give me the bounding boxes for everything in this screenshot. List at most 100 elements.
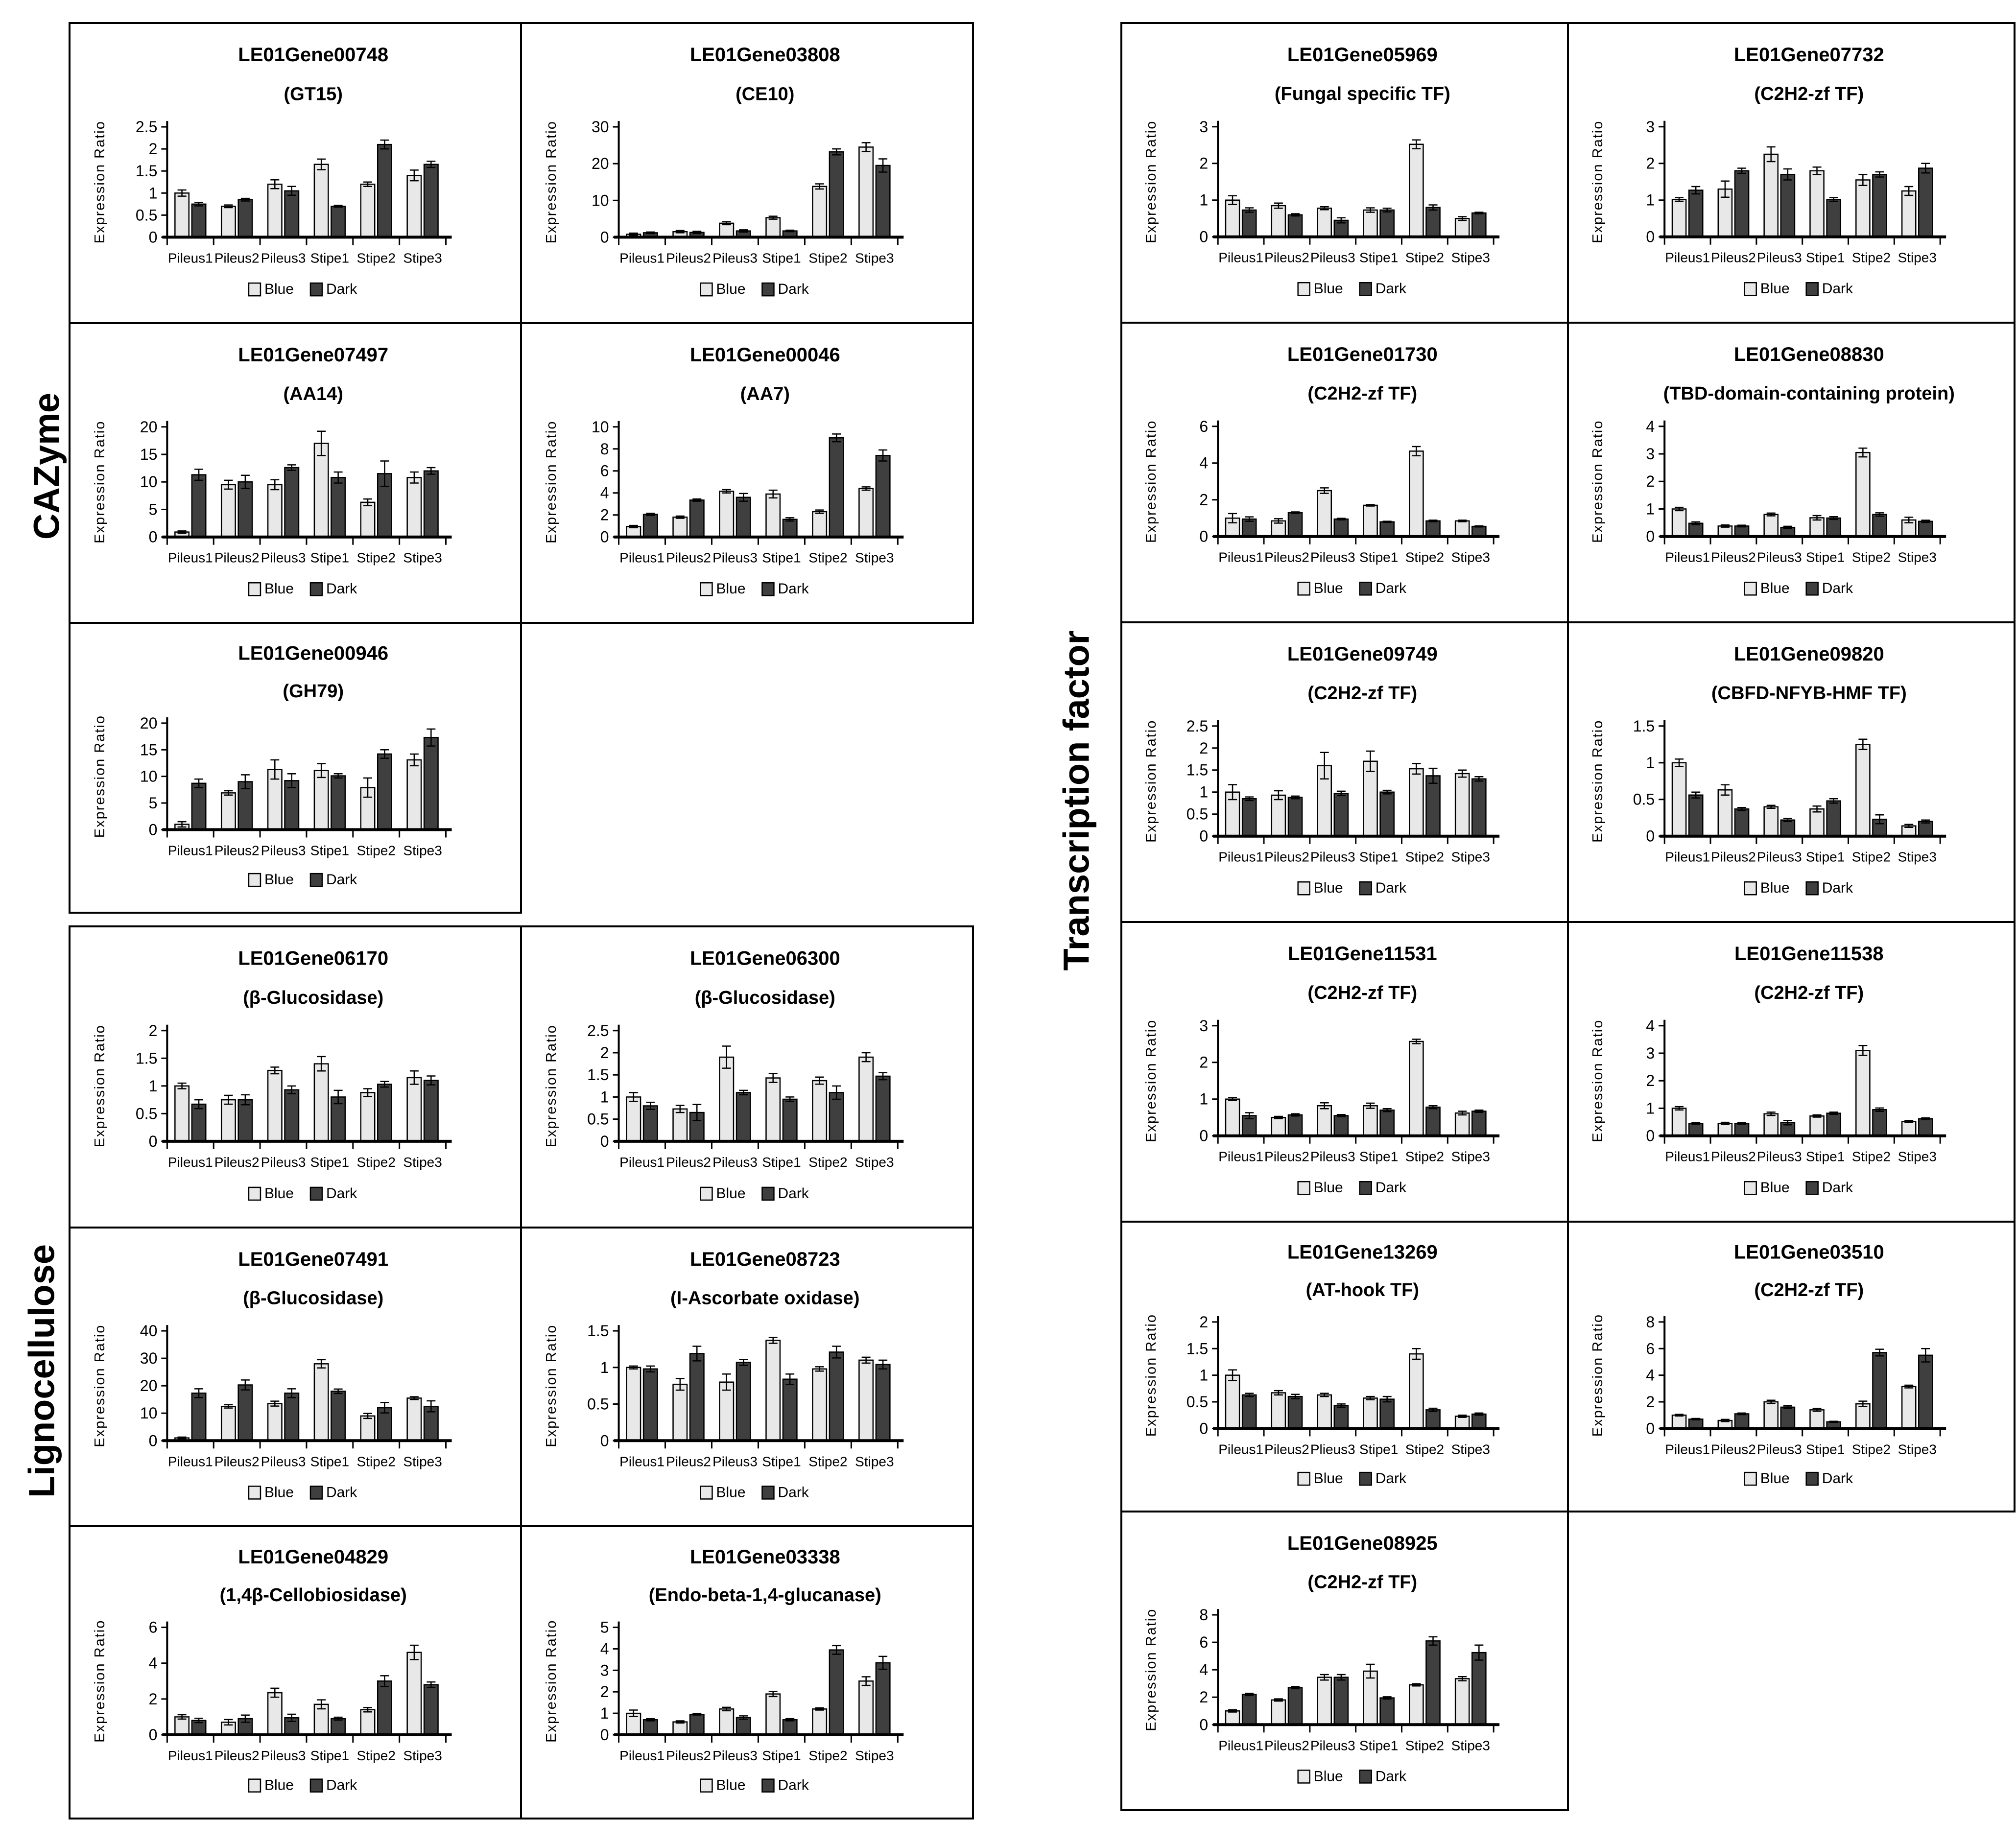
legend-blue-swatch [248,1186,261,1201]
x-tick-label: Stipe2 [357,1748,396,1763]
y-tick-label: 0 [1199,528,1208,545]
chart-title: LE01Gene11538 [1734,943,1884,965]
bar-dark-Stipe3 [875,1075,891,1142]
chart-LE01Gene07491: LE01Gene07491 (β-Glucosidase) Expression R… [92,1249,452,1500]
legend-blue-label: Blue [264,581,294,597]
x-tick-label: Pileus2 [1264,1149,1309,1164]
chart-subtitle: (β-Glucosidase) [695,988,835,1008]
x-tick-label: Stipe1 [1806,250,1845,265]
bar-blue-Stipe1 [765,1340,781,1441]
x-tick-label: Pileus3 [1310,850,1355,865]
bar-blue-Stipe1 [1363,1670,1378,1725]
chart-cell-LE01Gene07497: LE01Gene07497 (AA14) Expression Ratio 0 5 10 1… [69,322,522,624]
bar-dark-Pileus1 [191,203,207,238]
y-tick-label: 0 [149,1432,158,1449]
bar-blue-Stipe3 [1901,1121,1917,1136]
x-tick-label: Stipe3 [855,550,894,566]
x-tick-label: Stipe2 [1852,1149,1891,1164]
legend-blue-label: Blue [1314,580,1343,596]
y-tick-label: 0 [149,228,158,246]
bar-blue-Pileus1 [1225,1374,1240,1429]
bar-dark-Stipe3 [875,1662,891,1736]
x-tick-label: Pileus2 [1711,1441,1756,1457]
bar-dark-Stipe1 [1379,1697,1395,1725]
bar-blue-Pileus2 [220,1405,236,1441]
y-axis-label: Expression Ratio [1590,1314,1606,1437]
y-tick-label: 40 [140,1322,158,1340]
bar-dark-Stipe1 [331,476,346,538]
x-tick-label: Pileus2 [214,1155,260,1170]
bar-blue-Stipe3 [406,476,422,538]
bar-blue-Stipe2 [1409,1040,1424,1136]
x-tick-label: Stipe2 [1405,550,1444,565]
bar-blue-Stipe1 [765,493,781,538]
x-tick-label: Stipe1 [1359,1441,1398,1457]
x-tick-label: Pileus1 [168,1155,213,1170]
bar-blue-Pileus2 [1271,205,1286,237]
bar-blue-Stipe2 [360,1092,376,1142]
legend-dark-label: Dark [326,1777,357,1794]
chart-subtitle: (C2H2-zf TF) [1754,983,1864,1003]
y-axis-label: Expression Ratio [92,120,108,243]
y-axis-label: Expression Ratio [1590,120,1606,243]
y-tick-label: 10 [592,191,609,209]
legend-blue-swatch [1297,282,1310,296]
y-tick-label: 0.5 [136,1105,157,1122]
y-tick-label: 0 [1199,1419,1208,1437]
chart-LE01Gene07732: LE01Gene07732 (C2H2-zf TF) Expression Rati… [1590,44,1946,297]
chart-subtitle: (GT15) [284,84,343,104]
bar-dark-Pileus1 [191,1103,207,1142]
bar-dark-Stipe2 [377,1084,392,1142]
bar-dark-Pileus3 [735,1717,751,1736]
bar-dark-Pileus2 [689,499,705,538]
bar-blue-Pileus2 [1271,794,1286,837]
bar-dark-Stipe2 [1872,1352,1887,1429]
bar-dark-Stipe1 [1379,209,1395,237]
legend-dark-swatch [309,873,323,887]
bar-dark-Pileus2 [1287,797,1303,837]
legend-dark-label: Dark [1822,580,1853,596]
chart-subtitle: (β-Glucosidase) [243,1288,383,1309]
bar-blue-Stipe2 [1855,1050,1871,1136]
x-tick-label: Stipe3 [403,550,442,566]
chart-cell-LE01Gene09749: LE01Gene09749 (C2H2-zf TF) Expression Rati… [1120,621,1569,923]
bar-dark-Stipe3 [1918,1354,1933,1429]
bar-blue-Stipe2 [1409,768,1424,837]
y-tick-label: 10 [140,473,158,491]
bar-dark-Pileus2 [237,1099,253,1142]
bar-blue-Pileus2 [1271,1699,1286,1725]
x-tick-label: Stipe1 [762,1155,801,1170]
bar-blue-Pileus3 [267,484,283,538]
x-tick-label: Pileus1 [619,1155,664,1170]
bar-dark-Pileus3 [1780,1406,1796,1429]
bar-dark-Stipe3 [1471,1652,1487,1725]
bar-dark-Stipe1 [782,1719,798,1736]
bar-blue-Pileus1 [1671,508,1687,537]
x-tick-label: Pileus1 [619,250,664,265]
x-tick-label: Stipe1 [762,1748,801,1763]
bar-blue-Pileus3 [1317,1677,1332,1725]
y-tick-label: 10 [140,1404,158,1422]
chart-title: LE01Gene06170 [238,947,388,969]
legend-dark-swatch [1359,1471,1372,1486]
bar-blue-Pileus3 [1763,1113,1779,1136]
x-tick-label: Stipe2 [808,1748,847,1763]
y-tick-label: 10 [140,768,158,785]
y-tick-label: 1 [600,1704,609,1722]
legend-blue-label: Blue [716,1484,745,1500]
y-tick-label: 0.5 [587,1395,609,1413]
legend-dark-swatch [761,1486,775,1500]
bar-blue-Stipe1 [313,1363,329,1441]
bar-dark-Stipe3 [875,454,891,538]
bar-blue-Stipe2 [812,1368,828,1441]
bar-blue-Stipe1 [313,443,329,538]
x-tick-label: Pileus2 [214,1748,260,1763]
chart-cell-LE01Gene08830: LE01Gene08830 (TBD-domain-containing prot… [1567,322,2016,623]
x-tick-label: Pileus1 [619,550,664,566]
legend-blue-swatch [700,1486,713,1500]
chart-LE01Gene06300: LE01Gene06300 (β-Glucosidase) Expression R… [544,947,904,1202]
bar-blue-Stipe1 [313,164,329,238]
y-axis-label: Expression Ratio [1143,420,1159,543]
legend-blue-label: Blue [716,1777,745,1794]
bar-blue-Stipe1 [1809,517,1825,537]
